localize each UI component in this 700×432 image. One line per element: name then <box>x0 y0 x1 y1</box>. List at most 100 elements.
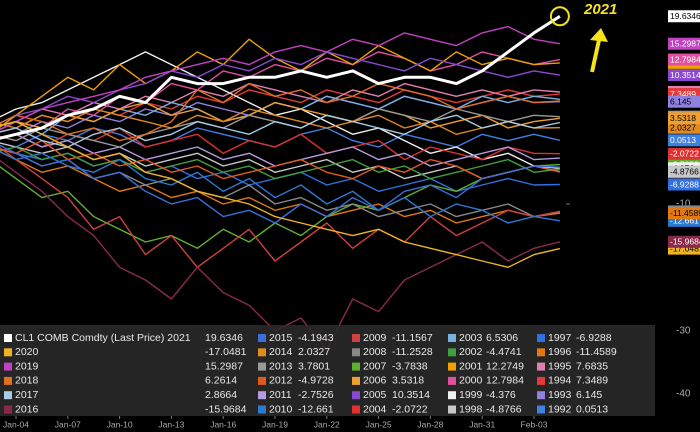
legend-value: -2.0722 <box>392 403 428 415</box>
value-tag-label: 12.7984 <box>670 54 700 64</box>
value-tag-label: 19.6346 <box>670 11 700 21</box>
legend-value: -15.9684 <box>205 403 247 415</box>
x-tick-label: Jan-25 <box>366 419 392 429</box>
legend-value: -4.4741 <box>486 346 522 358</box>
legend-label: 2003 <box>459 332 483 344</box>
legend-value: 3.7801 <box>298 360 330 372</box>
legend-value: -4.8766 <box>486 403 522 415</box>
legend-value: 0.0513 <box>576 403 608 415</box>
legend-label: 2005 <box>363 389 387 401</box>
legend-value: -11.2528 <box>392 346 433 358</box>
legend-label: 2009 <box>363 332 387 344</box>
legend-swatch <box>4 362 12 371</box>
x-tick-label: Jan-10 <box>107 419 133 429</box>
legend-swatch <box>448 362 456 371</box>
legend-value: -17.0481 <box>205 346 247 358</box>
value-tag-label: -12.661 <box>670 216 699 226</box>
series-line <box>0 82 560 142</box>
legend-swatch <box>352 334 360 342</box>
legend-label: 2014 <box>269 346 293 358</box>
legend-swatch <box>448 334 456 342</box>
legend-swatch <box>258 362 266 371</box>
series-line <box>0 144 560 224</box>
value-tag-label: 10.3514 <box>670 70 700 80</box>
legend-swatch <box>537 348 545 357</box>
legend-swatch <box>258 334 266 342</box>
legend-value: -3.7838 <box>392 360 428 372</box>
value-tag <box>668 134 700 147</box>
legend-swatch <box>448 405 456 414</box>
legend-label: 2000 <box>459 375 483 387</box>
legend-value: 7.3489 <box>576 375 608 387</box>
legend-swatch <box>537 391 545 400</box>
legend-label: 2013 <box>269 360 293 372</box>
legend-label: 2002 <box>459 346 483 358</box>
series-line <box>0 151 560 224</box>
legend-swatch <box>4 391 12 400</box>
value-tag-label: 6.145 <box>670 96 692 106</box>
legend-box <box>0 325 655 416</box>
legend-label: 2011 <box>269 389 292 401</box>
legend-label: 2010 <box>269 403 293 415</box>
legend-label: CL1 COMB Comdty (Last Price) 2021 <box>15 332 191 344</box>
x-tick-label: Jan-31 <box>469 419 495 429</box>
annotation: 2021 <box>549 1 617 73</box>
value-tag <box>668 69 700 82</box>
legend-value: 6.2614 <box>205 375 237 387</box>
legend-swatch <box>352 376 360 385</box>
legend-label: 2008 <box>363 346 387 358</box>
legend-label: 1999 <box>459 389 483 401</box>
value-tag <box>668 207 700 220</box>
annotation-text: 2021 <box>583 1 617 18</box>
lines <box>0 15 561 351</box>
value-tag <box>668 53 700 66</box>
value-tag-label: -11.4589 <box>670 208 700 218</box>
value-tag-label: -4.8766 <box>670 166 699 176</box>
series-line <box>0 120 561 268</box>
value-tag-label: 0.0513 <box>670 135 696 145</box>
y-tick-label: -40 <box>676 389 691 400</box>
legend-swatch <box>4 334 12 342</box>
legend: CL1 COMB Comdty (Last Price) 2021 19.6346… <box>0 325 655 416</box>
legend-swatch <box>448 391 456 400</box>
value-tag-label: -15.9684 <box>670 237 700 247</box>
value-tag <box>668 95 700 108</box>
y-tick-label: -10 <box>676 199 691 210</box>
legend-swatch <box>352 405 360 414</box>
legend-label: 2001 <box>459 360 483 372</box>
legend-label: 1993 <box>548 389 572 401</box>
x-axis: Jan-04 Jan-07 Jan-10 Jan-13 Jan-16 Jan-19 Jan-… <box>3 416 548 429</box>
legend-swatch <box>258 391 266 400</box>
legend-value: 6.5306 <box>486 332 518 344</box>
legend-swatch <box>448 376 456 385</box>
value-tag-label: 7.3489 <box>670 89 696 99</box>
value-tag <box>668 165 700 178</box>
series-line <box>0 146 561 268</box>
legend-swatch <box>537 334 545 342</box>
x-tick-label: Jan-04 <box>3 419 29 429</box>
series-line <box>0 82 560 127</box>
legend-swatch <box>352 348 360 357</box>
value-tag-label: 3.5318 <box>670 113 696 123</box>
x-tick-label: Jan-16 <box>210 419 236 429</box>
legend-value: -4.1943 <box>298 332 334 344</box>
x-tick-label: Jan-19 <box>262 419 288 429</box>
legend-swatch <box>448 348 456 357</box>
value-tag-label: -2.0722 <box>670 148 699 158</box>
legend-label: 1997 <box>548 332 572 344</box>
value-tag <box>668 37 700 50</box>
legend-swatch <box>258 348 266 357</box>
x-tick-label: Jan-22 <box>314 419 340 429</box>
legend-swatch <box>537 362 545 371</box>
legend-label: 2006 <box>363 375 387 387</box>
legend-value: 2.0327 <box>298 346 330 358</box>
legend-value: 3.5318 <box>392 375 424 387</box>
series-line <box>0 114 561 148</box>
legend-label: 1992 <box>548 403 572 415</box>
legend-value: 12.2749 <box>486 360 524 372</box>
legend-label: 2004 <box>363 403 387 415</box>
legend-value: -4.9728 <box>298 375 334 387</box>
value-tag <box>668 121 700 134</box>
legend-label: 1994 <box>548 375 572 387</box>
legend-label: 2012 <box>269 375 293 387</box>
